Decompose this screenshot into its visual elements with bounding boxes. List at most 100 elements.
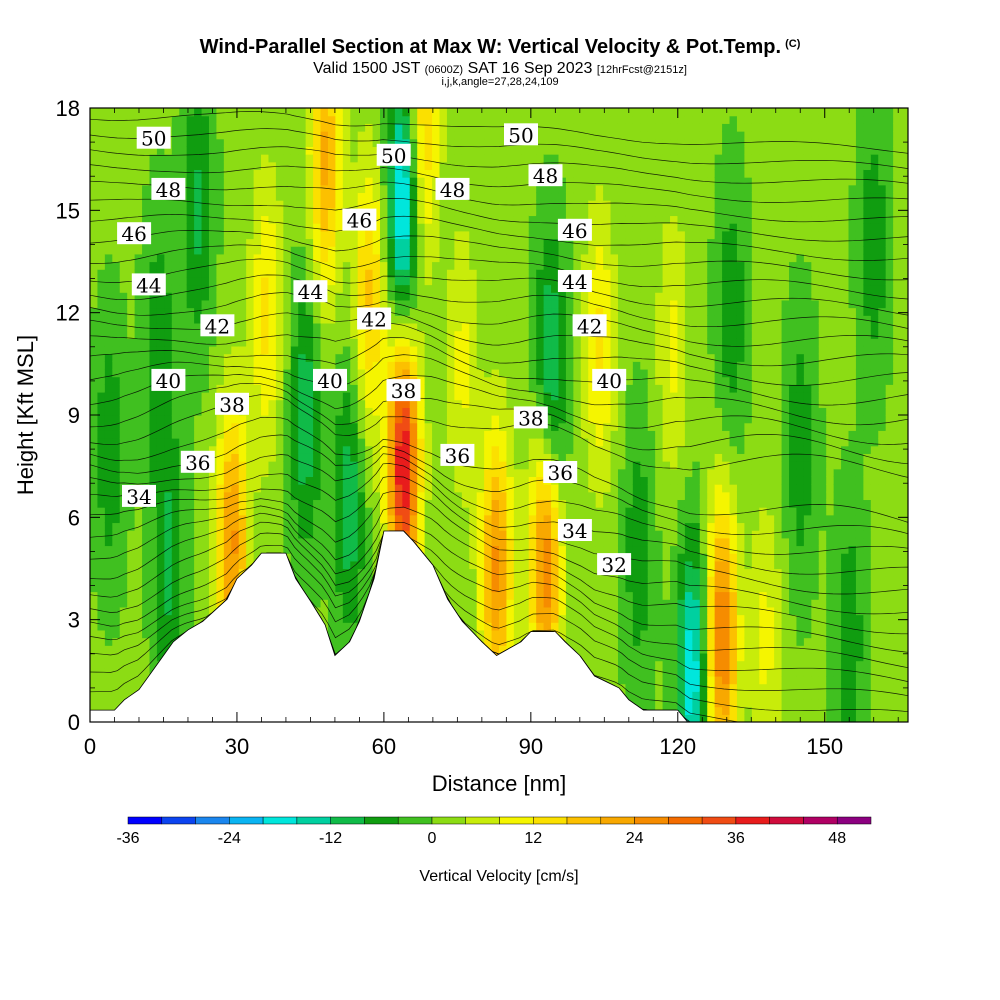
field-cell	[491, 276, 500, 286]
field-cell	[335, 453, 344, 462]
field-cell	[409, 468, 418, 477]
field-cell	[238, 376, 247, 385]
field-cell	[461, 131, 470, 140]
field-cell	[439, 146, 448, 155]
field-cell	[298, 261, 307, 270]
field-cell	[461, 545, 470, 554]
field-cell	[156, 215, 165, 224]
field-cell	[417, 115, 426, 124]
field-cell	[290, 123, 299, 132]
field-cell	[104, 537, 113, 547]
field-cell	[268, 484, 277, 493]
field-cell	[142, 461, 151, 470]
field-cell	[112, 238, 121, 247]
field-cell	[231, 207, 240, 217]
field-cell	[119, 177, 128, 186]
field-cell	[149, 530, 158, 539]
field-cell	[97, 484, 106, 493]
field-cell	[231, 330, 240, 339]
field-cell	[290, 407, 299, 416]
field-cell	[402, 345, 411, 355]
field-cell	[335, 576, 344, 585]
field-cell	[446, 545, 455, 554]
field-cell	[380, 177, 389, 186]
field-cell	[342, 261, 351, 270]
field-cell	[305, 453, 314, 462]
field-cell	[246, 376, 255, 385]
field-cell	[432, 315, 441, 324]
field-cell	[275, 461, 284, 470]
field-cell	[208, 376, 218, 385]
field-cell	[194, 614, 203, 623]
field-cell	[223, 223, 232, 232]
field-cell	[499, 576, 508, 585]
field-cell	[164, 453, 173, 462]
field-cell	[305, 507, 314, 516]
field-cell	[543, 292, 552, 301]
field-cell	[104, 376, 113, 385]
field-cell	[491, 384, 500, 393]
field-cell	[208, 299, 218, 309]
field-cell	[305, 138, 314, 147]
field-cell	[261, 230, 270, 240]
field-cell	[409, 453, 418, 462]
field-cell	[313, 491, 322, 501]
field-cell	[238, 560, 247, 570]
field-cell	[372, 438, 381, 447]
field-cell	[417, 361, 426, 370]
field-cell	[327, 407, 336, 416]
field-cell	[97, 415, 106, 424]
field-cell	[238, 238, 247, 247]
field-cell	[179, 215, 188, 224]
field-cell	[238, 108, 247, 117]
field-cell	[290, 514, 299, 524]
field-cell	[194, 399, 203, 408]
field-cell	[104, 614, 113, 623]
field-cell	[357, 146, 366, 155]
field-cell	[499, 322, 508, 332]
field-cell	[543, 614, 552, 623]
field-cell	[432, 445, 441, 454]
field-cell	[223, 192, 232, 201]
field-cell	[208, 115, 218, 124]
field-cell	[335, 338, 344, 347]
field-cell	[112, 269, 121, 278]
field-cell	[536, 499, 545, 508]
field-cell	[142, 652, 151, 662]
field-cell	[90, 207, 99, 217]
field-cell	[461, 568, 470, 577]
field-cell	[432, 276, 441, 286]
field-cell	[424, 338, 433, 347]
field-cell	[380, 422, 389, 431]
field-cell	[543, 261, 552, 270]
field-cell	[402, 269, 411, 278]
field-cell	[528, 599, 537, 608]
field-cell	[320, 246, 329, 255]
field-cell	[253, 238, 262, 247]
field-cell	[149, 322, 158, 332]
field-cell	[513, 169, 522, 178]
field-cell	[305, 322, 314, 332]
field-cell	[476, 445, 485, 454]
field-cell	[142, 468, 151, 477]
field-cell	[313, 138, 322, 147]
field-cell	[104, 484, 113, 493]
field-cell	[313, 361, 322, 370]
field-cell	[528, 553, 537, 562]
field-cell	[543, 138, 552, 147]
field-cell	[268, 384, 277, 393]
field-cell	[275, 115, 284, 124]
field-cell	[238, 131, 247, 140]
field-cell	[238, 484, 247, 493]
field-cell	[402, 468, 411, 477]
field-cell	[409, 530, 418, 539]
field-cell	[320, 591, 329, 600]
field-cell	[365, 583, 374, 593]
field-cell	[246, 269, 255, 278]
field-cell	[201, 545, 210, 554]
field-cell	[469, 261, 478, 270]
field-cell	[417, 230, 426, 240]
field-cell	[261, 384, 270, 393]
field-cell	[491, 238, 500, 247]
field-cell	[439, 161, 448, 170]
